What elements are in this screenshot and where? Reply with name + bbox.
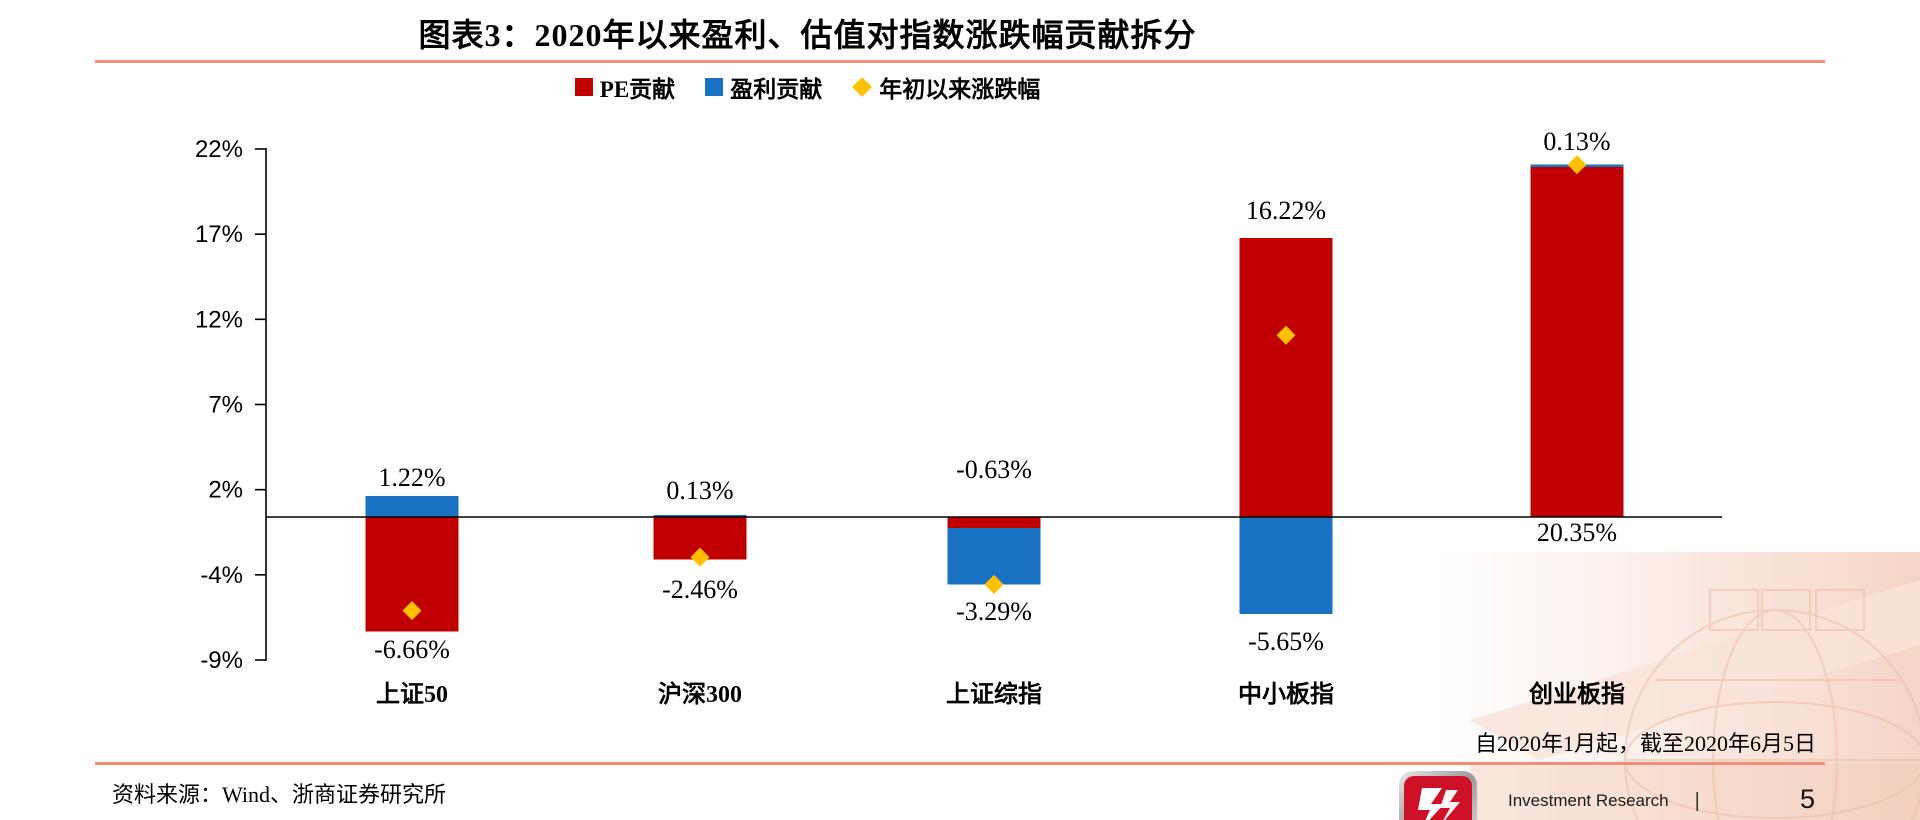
x-category-label: 上证50 (376, 681, 448, 708)
source-note: 资料来源：Wind、浙商证券研究所 (112, 782, 446, 807)
data-label-below: -2.46% (662, 575, 738, 604)
y-axis-tick-label: -9% (200, 647, 243, 674)
chart-legend: PE贡献 盈利贡献 年初以来涨跌幅 (95, 70, 1520, 104)
y-axis-tick-label: 17% (195, 221, 243, 248)
y-axis-tick-label: 12% (195, 306, 243, 333)
chart-title: 图表3：2020年以来盈利、估值对指数涨跌幅贡献拆分 (418, 17, 1197, 53)
data-label-below: -3.29% (956, 597, 1032, 626)
data-label-above: 0.13% (666, 476, 733, 505)
y-axis-tick-label: 2% (208, 477, 243, 504)
legend-item-pe: PE贡献 (574, 70, 676, 104)
x-category-label: 中小板指 (1238, 681, 1334, 708)
bar-earnings-沪深300 (653, 514, 747, 517)
data-label-below: -6.66% (374, 635, 450, 664)
x-category-label: 上证综指 (946, 680, 1042, 708)
data-label-below: 20.35% (1537, 518, 1617, 547)
brand-text: Investment Research (1508, 791, 1669, 810)
footer-divider (95, 762, 1825, 765)
data-label-above: 0.13% (1543, 127, 1610, 156)
earnings-square-icon (705, 78, 724, 96)
ytd-diamond-icon (852, 77, 873, 97)
ytd-diamond-marker (402, 601, 422, 621)
data-label-above: -0.63% (956, 455, 1032, 484)
pe-square-icon (574, 78, 593, 96)
bar-pe-创业板指 (1530, 166, 1624, 518)
title-divider (95, 60, 1825, 63)
data-label-above: 1.22% (378, 463, 445, 492)
y-axis-tick-label: 22% (195, 136, 243, 163)
legend-label-ytd: 年初以来涨跌幅 (879, 77, 1041, 102)
legend-label-earnings: 盈利贡献 (730, 77, 823, 102)
ytd-diamond-marker (1276, 325, 1296, 345)
legend-label-pe: PE贡献 (599, 77, 676, 102)
ytd-diamond-marker (1567, 155, 1587, 175)
brand-block: Investment Research | (1398, 770, 1700, 820)
x-category-label: 沪深300 (658, 681, 742, 708)
bar-pe-中小板指 (1239, 238, 1333, 518)
bar-earnings-中小板指 (1239, 517, 1333, 615)
data-label-below: -5.65% (1248, 627, 1324, 656)
bar-earnings-上证50 (365, 496, 459, 517)
x-category-label: 创业板指 (1528, 681, 1625, 708)
bar-pe-上证综指 (947, 517, 1041, 528)
brand-divider: | (1694, 789, 1700, 812)
legend-item-earnings: 盈利贡献 (705, 70, 822, 104)
ytd-diamond-marker (690, 547, 710, 567)
date-range-note: 自2020年1月起，截至2020年6月5日 (1474, 731, 1816, 756)
legend-item-ytd: 年初以来涨跌幅 (852, 70, 1040, 104)
ytd-diamond-marker (984, 574, 1004, 594)
y-axis-tick-label: 7% (208, 392, 243, 419)
data-label-above: 16.22% (1246, 196, 1326, 225)
page-number: 5 (1800, 784, 1816, 814)
company-logo (1399, 771, 1477, 820)
y-axis-tick-label: -4% (200, 562, 243, 589)
